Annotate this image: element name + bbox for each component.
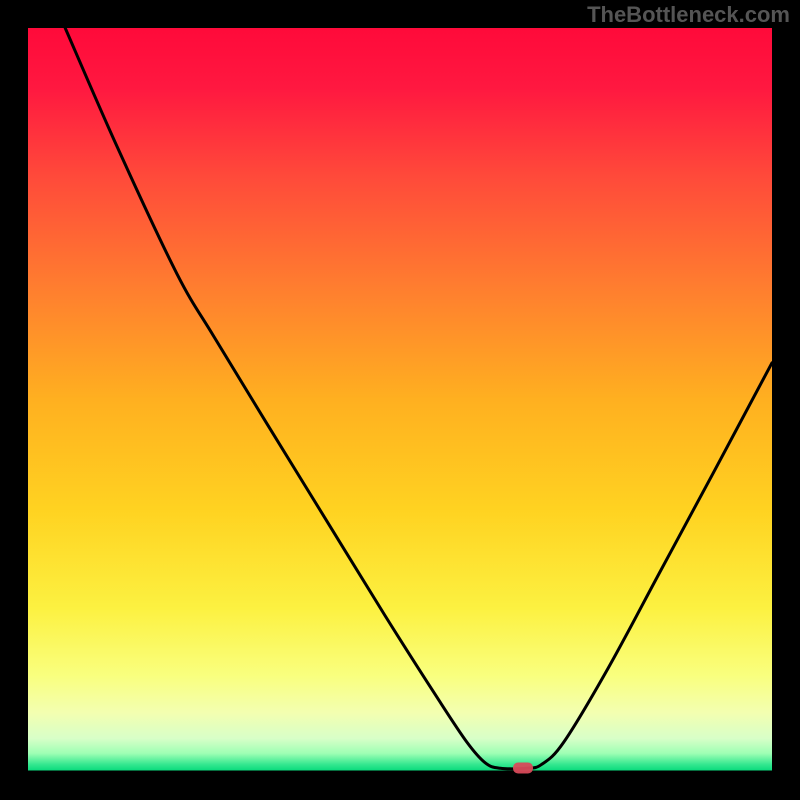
plot-area	[28, 28, 772, 772]
optimal-marker	[513, 763, 533, 774]
watermark-text: TheBottleneck.com	[587, 2, 790, 28]
bottleneck-curve	[65, 28, 772, 769]
bottleneck-curve-svg	[28, 28, 772, 772]
